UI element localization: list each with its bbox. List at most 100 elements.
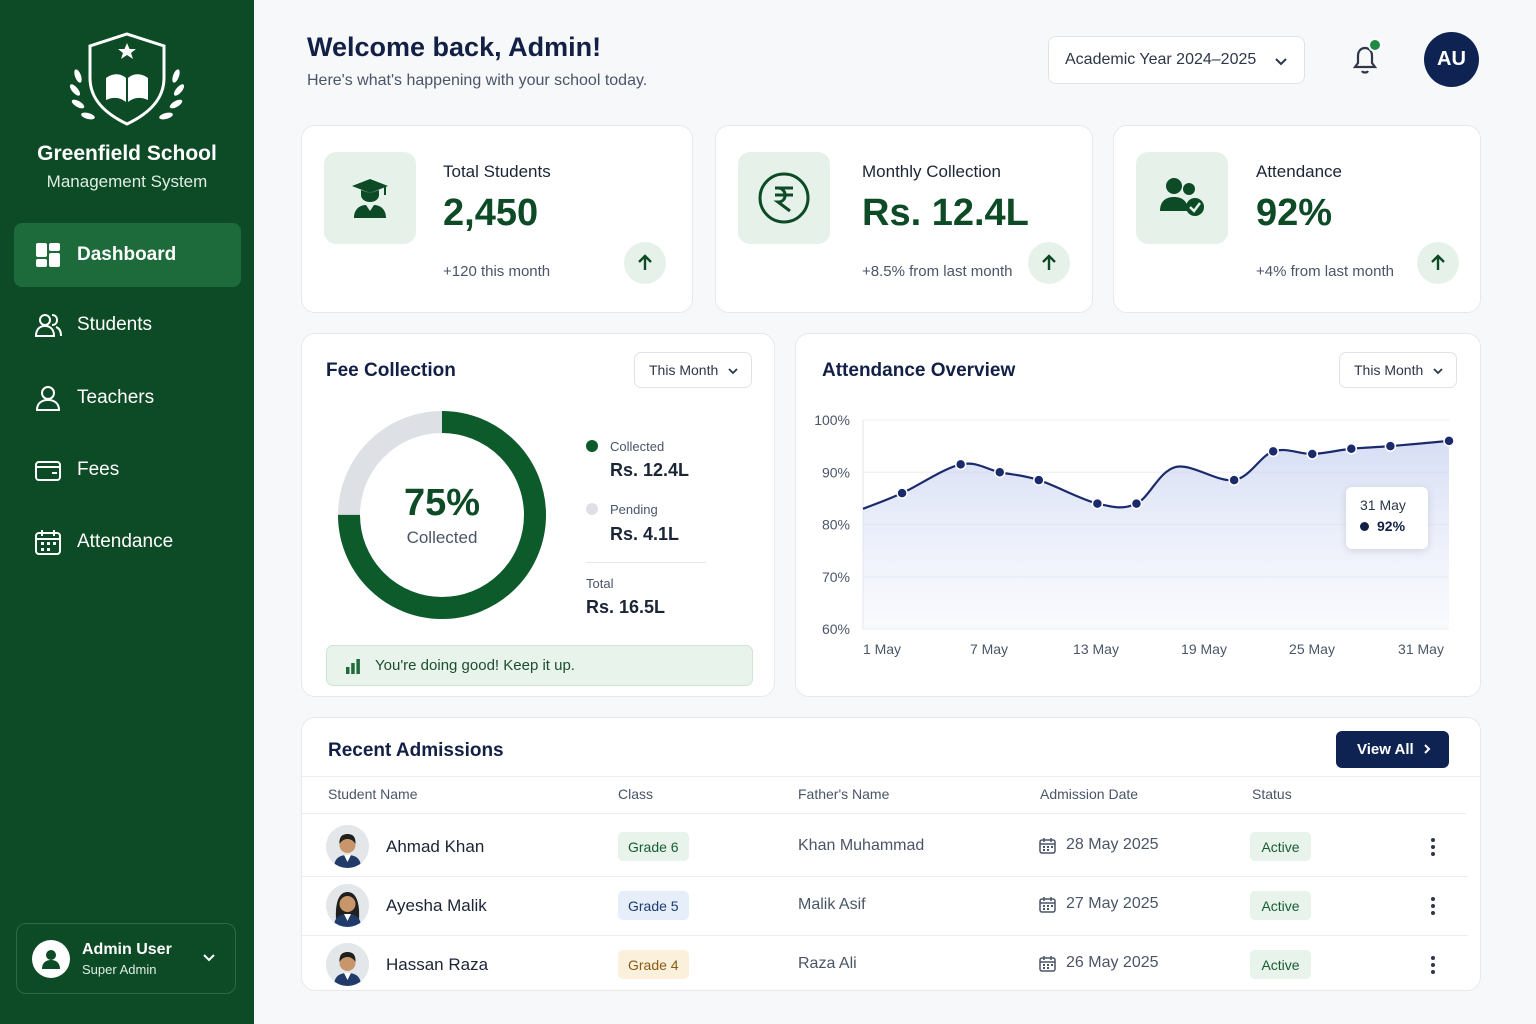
y-tick-label: 80% bbox=[822, 517, 850, 533]
calendar-icon bbox=[1039, 837, 1056, 854]
student-name[interactable]: Ahmad Khan bbox=[386, 837, 485, 856]
sidebar-item-label: Fees bbox=[77, 459, 120, 480]
data-point[interactable] bbox=[1345, 442, 1358, 455]
y-tick-label: 90% bbox=[822, 464, 850, 480]
chevron-down-icon bbox=[1275, 58, 1287, 66]
school-crest-logo bbox=[66, 28, 188, 130]
stat-label: Total Students bbox=[443, 162, 551, 181]
column-header: Class bbox=[618, 786, 654, 802]
data-point[interactable] bbox=[1384, 440, 1397, 452]
grade-badge: Grade 5 bbox=[618, 891, 689, 920]
more-options-icon[interactable] bbox=[1423, 894, 1443, 918]
data-point[interactable] bbox=[1033, 474, 1045, 486]
view-all-button[interactable]: View All bbox=[1336, 731, 1449, 768]
sidebar-item-dashboard[interactable]: Dashboard bbox=[14, 223, 241, 287]
sidebar-item-label: Dashboard bbox=[77, 244, 177, 265]
donut-collected-arc bbox=[338, 411, 546, 619]
students-icon bbox=[34, 314, 62, 337]
sidebar-item-teachers[interactable]: Teachers bbox=[14, 366, 241, 430]
tooltip-dot bbox=[1360, 521, 1369, 531]
x-tick-label: 1 May bbox=[863, 641, 901, 657]
legend-value: Rs. 12.4L bbox=[610, 460, 690, 480]
total-label: Total bbox=[586, 576, 614, 591]
x-tick-label: 25 May bbox=[1289, 641, 1335, 657]
fee-period-select[interactable]: This Month bbox=[634, 352, 752, 388]
student-name[interactable]: Hassan Raza bbox=[386, 955, 489, 974]
divider bbox=[586, 562, 706, 563]
graduation-student-icon bbox=[324, 152, 416, 244]
chevron-down-icon bbox=[1433, 368, 1443, 375]
school-subtitle: Management System bbox=[46, 172, 208, 191]
calendar-icon bbox=[35, 530, 61, 555]
data-point[interactable] bbox=[896, 487, 908, 499]
grade-badge: Grade 4 bbox=[618, 950, 689, 979]
data-point[interactable] bbox=[1228, 474, 1240, 486]
sidebar-item-fees[interactable]: Fees bbox=[14, 438, 241, 502]
stat-note: +8.5% from last month bbox=[862, 263, 1013, 280]
panel-title: Attendance Overview bbox=[822, 360, 1016, 381]
chevron-down-icon bbox=[203, 954, 215, 962]
data-point[interactable] bbox=[1130, 497, 1143, 510]
legend-label: Pending bbox=[610, 502, 658, 517]
student-avatar bbox=[326, 943, 369, 986]
student-name[interactable]: Ayesha Malik bbox=[386, 896, 487, 915]
more-options-icon[interactable] bbox=[1423, 835, 1443, 859]
stat-value: Rs. 12.4L bbox=[862, 192, 1029, 234]
bell-icon[interactable] bbox=[1346, 40, 1384, 78]
page-title: Welcome back, Admin! bbox=[307, 32, 602, 62]
admission-date-text: 26 May 2025 bbox=[1066, 954, 1159, 971]
student-avatar bbox=[326, 825, 369, 868]
table-row[interactable]: Hassan Raza Grade 4 Raza Ali 26 May 2025 Act… bbox=[302, 936, 1468, 994]
user-name: Admin User bbox=[82, 940, 172, 958]
status-badge: Active bbox=[1250, 832, 1311, 861]
column-header: Admission Date bbox=[1040, 786, 1139, 802]
admission-date: 28 May 2025 bbox=[1039, 836, 1159, 854]
x-tick-label: 7 May bbox=[970, 641, 1008, 657]
attendance-period-value: This Month bbox=[1354, 362, 1424, 378]
admission-date-text: 27 May 2025 bbox=[1066, 895, 1159, 912]
stat-value: 92% bbox=[1256, 192, 1333, 234]
arrow-up-icon bbox=[624, 242, 666, 284]
user-menu[interactable]: Admin User Super Admin bbox=[16, 923, 236, 994]
data-point[interactable] bbox=[1091, 497, 1104, 510]
sidebar-item-attendance[interactable]: Attendance bbox=[14, 510, 241, 574]
data-point[interactable] bbox=[993, 466, 1006, 478]
legend-dot-pending bbox=[586, 503, 598, 515]
academic-year-value: Academic Year 2024–2025 bbox=[1065, 51, 1257, 68]
legend-value: Rs. 4.1L bbox=[610, 524, 680, 544]
school-name: Greenfield School bbox=[37, 142, 217, 165]
x-tick-label: 19 May bbox=[1181, 641, 1227, 657]
data-point[interactable] bbox=[954, 458, 967, 471]
attendance-area bbox=[863, 440, 1449, 629]
stat-label: Monthly Collection bbox=[862, 162, 1001, 181]
recent-admissions-panel: Recent Admissions View All Student Name … bbox=[301, 717, 1481, 991]
admission-date: 27 May 2025 bbox=[1039, 895, 1159, 913]
data-point[interactable] bbox=[1267, 445, 1279, 458]
more-options-icon[interactable] bbox=[1423, 953, 1443, 977]
y-tick-label: 100% bbox=[814, 412, 850, 428]
calendar-icon bbox=[1039, 896, 1056, 913]
y-tick-label: 70% bbox=[822, 569, 850, 585]
stat-card-attendance: Attendance 92% +4% from last month bbox=[1113, 125, 1481, 313]
sidebar-item-students[interactable]: Students bbox=[14, 293, 241, 357]
attendance-line-chart: 100% 90% 80% 70% 60% 1 May 7 May 13 May 19 May 25… bbox=[814, 412, 1455, 657]
academic-year-select[interactable]: Academic Year 2024–2025 bbox=[1048, 36, 1305, 84]
father-name: Raza Ali bbox=[798, 955, 857, 972]
stat-label: Attendance bbox=[1256, 162, 1343, 181]
calendar-icon bbox=[1039, 955, 1056, 972]
user-role: Super Admin bbox=[82, 961, 157, 977]
data-point[interactable] bbox=[1443, 435, 1455, 447]
table-row[interactable]: Ahmad Khan Grade 6 Khan Muhammad 28 May 202… bbox=[302, 818, 1468, 877]
status-badge: Active bbox=[1250, 950, 1311, 979]
attendance-overview-panel: Attendance Overview This Month 100% 90% 80… bbox=[795, 333, 1481, 697]
avatar[interactable]: AU bbox=[1424, 32, 1479, 87]
divider bbox=[302, 876, 1468, 877]
stat-note: +4% from last month bbox=[1256, 263, 1394, 280]
data-point[interactable] bbox=[1306, 448, 1319, 460]
admission-date: 26 May 2025 bbox=[1039, 954, 1159, 972]
table-row[interactable]: Ayesha Malik Grade 5 Malik Asif 27 May 2025… bbox=[302, 877, 1468, 936]
father-name: Khan Muhammad bbox=[798, 837, 925, 854]
attendance-period-select[interactable]: This Month bbox=[1339, 352, 1457, 388]
panel-title: Recent Admissions bbox=[328, 740, 504, 761]
grade-badge: Grade 6 bbox=[618, 832, 689, 861]
